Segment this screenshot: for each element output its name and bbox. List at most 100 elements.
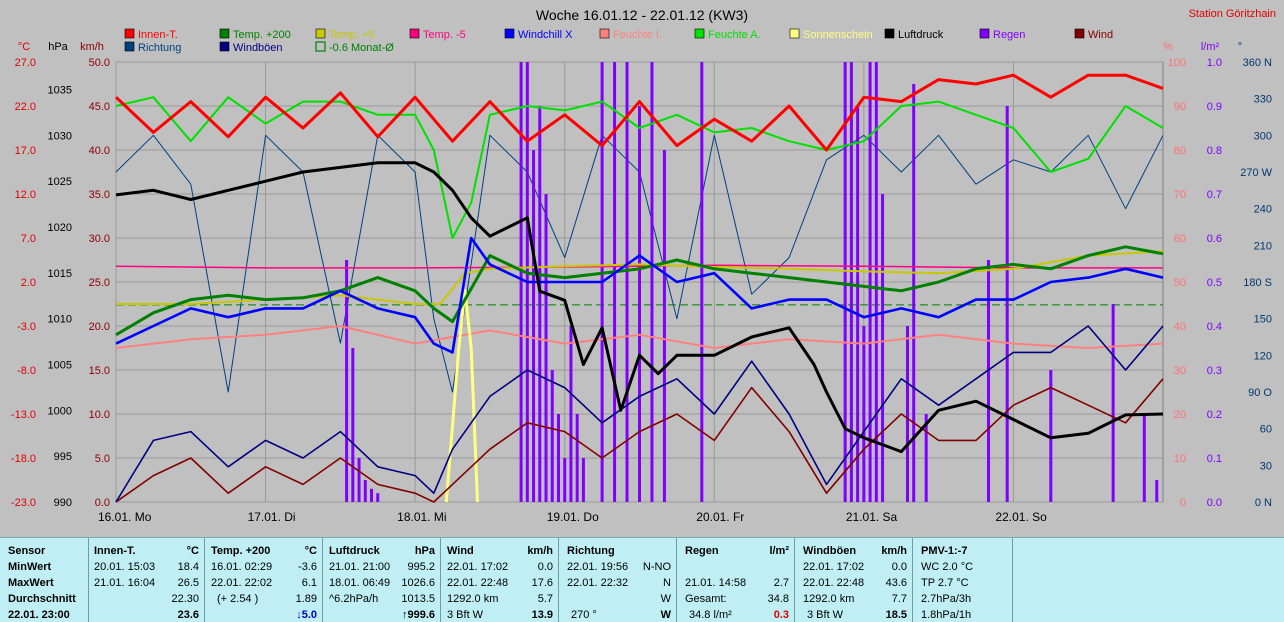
legend-swatch [504,28,515,39]
innen-unit: °C [186,545,199,557]
tick-label-humidity_pct: 30 [1174,365,1186,377]
temp200-head: Temp. +200 [211,545,271,557]
tick-label-temp_c: 22.0 [15,101,36,113]
rain-bar [376,493,380,502]
rain-bar [862,326,866,502]
tick-label-direction: 210 [1254,240,1272,252]
wind-min-time: 22.01. 17:02 [447,561,509,573]
legend-label: Regen [993,29,1025,41]
rain-bar [881,194,885,502]
legend-label: -0.6 Monat-Ø [329,42,394,54]
richtung-degrees: 270 ° [571,609,597,621]
legend-label: Sonnenschein [803,29,873,41]
innen-min-time: 20.01. 15:03 [94,561,156,573]
tick-label-humidity_pct: 40 [1174,321,1186,333]
tick-label-humidity_pct: 70 [1174,189,1186,201]
tick-label-humidity_pct: 0 [1180,497,1186,509]
legend-label: Luftdruck [898,29,944,41]
axis-unit-temp_c: °C [18,41,30,53]
regen-unit: l/m² [769,545,789,557]
rain-bar [924,414,928,502]
tick-label-direction: 120 [1254,350,1272,362]
axis-unit-direction_deg: ° [1238,41,1242,53]
tick-label-wind_kmh: 5.0 [95,453,110,465]
wind-avg: 5.7 [537,593,553,605]
rain-bar [575,414,579,502]
wind-max-value: 17.6 [531,577,553,589]
tick-label-pressure: 1030 [48,130,72,142]
richtung-max-time: 22.01. 22:32 [567,577,629,589]
luftdruck-max-time: 18.01. 06:49 [329,577,391,589]
tick-label-rain_lm2: 1.0 [1207,57,1222,69]
rain-bar [544,194,548,502]
tick-label-direction: 90 O [1248,387,1272,399]
wind-unit: km/h [527,545,553,557]
tick-label-rain_lm2: 0.6 [1207,233,1222,245]
tick-label-humidity_pct: 60 [1174,233,1186,245]
innen-max-time: 21.01. 16:04 [94,577,156,589]
tick-label-wind_kmh: 30.0 [89,233,110,245]
temp200-trend: (+ 2.54 ) [217,593,259,605]
legend-swatch [409,28,420,39]
richtung-max-value: N [663,577,671,589]
legend-label: Feuchte A. [708,29,761,41]
regen-total: 34.8 [767,593,789,605]
legend-swatch [219,41,230,52]
rain-bar [662,150,666,502]
legend-swatch [979,28,990,39]
rain-bar [581,458,585,502]
temp200-max-time: 22.01. 22:02 [211,577,273,589]
legend-swatch [315,28,326,39]
innen-avg: 22.30 [171,593,199,605]
luftdruck-min-value: 995.2 [407,561,435,573]
boeen-head: Windböen [803,545,857,557]
wind-max-time: 22.01. 22:48 [447,577,509,589]
tick-label-temp_c: 2.0 [21,277,36,289]
tick-label-direction: 300 [1254,130,1272,142]
boeen-unit: km/h [881,545,907,557]
statistics-panel: Sensor MinWert MaxWert Durchschnitt 22.0… [0,537,1284,622]
tick-label-rain_lm2: 0.1 [1207,453,1222,465]
tick-label-direction: 360 N [1243,57,1272,69]
tick-label-temp_c: -23.0 [11,497,36,509]
innen-min-value: 18.4 [177,561,199,573]
stats-label-now: 22.01. 23:00 [8,609,70,621]
x-tick-label: 17.01. Di [248,510,296,524]
temp200-min-time: 16.01. 02:29 [211,561,273,573]
tick-label-direction: 330 [1254,94,1272,106]
tick-label-temp_c: 17.0 [15,145,36,157]
richtung-min-time: 22.01. 19:56 [567,561,629,573]
tick-label-wind_kmh: 10.0 [89,409,110,421]
legend-swatch [124,41,135,52]
x-tick-label: 16.01. Mo [98,510,152,524]
rain-bar [532,150,536,502]
rain-bar [550,370,554,502]
innen-head: Innen-T. [94,545,136,557]
boeen-min-value: 0.0 [891,561,907,573]
wind-now: 13.9 [531,609,553,621]
tick-label-pressure: 1010 [48,314,72,326]
luftdruck-min-time: 21.01. 21:00 [329,561,391,573]
legend-swatch [124,28,135,39]
rain-bar [1005,106,1009,502]
boeen-bft: 3 Bft W [807,609,844,621]
tick-label-wind_kmh: 0.0 [95,497,110,509]
tick-label-pressure: 1020 [48,222,72,234]
pmv-dewpoint: TP 2.7 °C [921,577,969,589]
tick-label-rain_lm2: 0.8 [1207,145,1222,157]
tick-label-pressure: 1025 [48,176,72,188]
chart-title: Woche 16.01.12 - 22.01.12 (KW3) [536,7,748,23]
rain-bar [351,348,355,502]
weather-chart: Woche 16.01.12 - 22.01.12 (KW3) Station … [11,7,1276,524]
rain-bar [912,84,916,502]
tick-label-rain_lm2: 0.7 [1207,189,1222,201]
tick-label-temp_c: -8.0 [17,365,36,377]
tick-label-rain_lm2: 0.0 [1207,497,1222,509]
series-line-temp-200 [115,245,1164,337]
tick-label-wind_kmh: 15.0 [89,365,110,377]
axis-unit-humidity_pct: % [1163,41,1173,53]
luftdruck-trend: ^6.2hPa/h [329,593,379,605]
pmv-trend-1h: 1.8hPa/1h [921,609,972,621]
temp200-avg: 1.89 [295,593,317,605]
stats-label-sensor: Sensor [8,545,46,557]
